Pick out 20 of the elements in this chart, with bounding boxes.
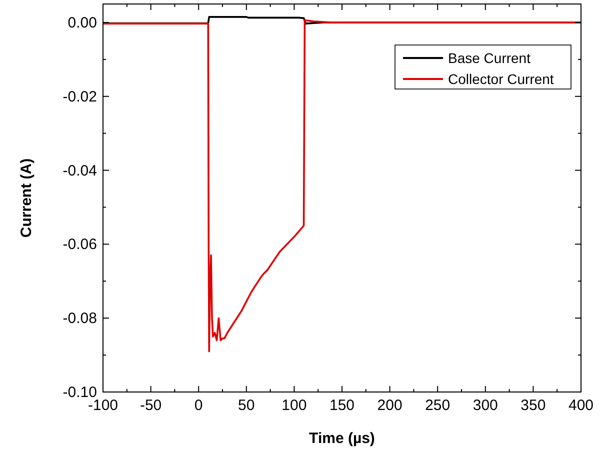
x-tick-label: 0: [194, 397, 203, 414]
x-tick-label: -50: [140, 397, 162, 414]
x-tick-label: 200: [377, 397, 402, 414]
x-tick-label: 50: [238, 397, 255, 414]
x-tick-label: 400: [568, 397, 594, 414]
x-axis-title: Time (µs): [309, 430, 375, 447]
x-tick-label: 300: [472, 397, 498, 414]
legend-label: Collector Current: [448, 71, 554, 87]
y-tick-label: -0.08: [62, 310, 97, 328]
line-series: [103, 19, 581, 352]
y-tick-label: 0.00: [68, 14, 97, 32]
y-tick-label: -0.04: [62, 162, 97, 180]
legend-label: Base Current: [448, 50, 531, 66]
y-tick-label: -0.06: [62, 236, 97, 254]
x-tick-label: 100: [282, 397, 307, 414]
x-tick-label: 250: [425, 397, 450, 414]
y-tick-label: -0.02: [62, 88, 97, 106]
x-tick-label: 150: [329, 397, 355, 414]
y-axis-title: Current (A): [18, 158, 35, 238]
x-tick-label: 350: [520, 397, 546, 414]
